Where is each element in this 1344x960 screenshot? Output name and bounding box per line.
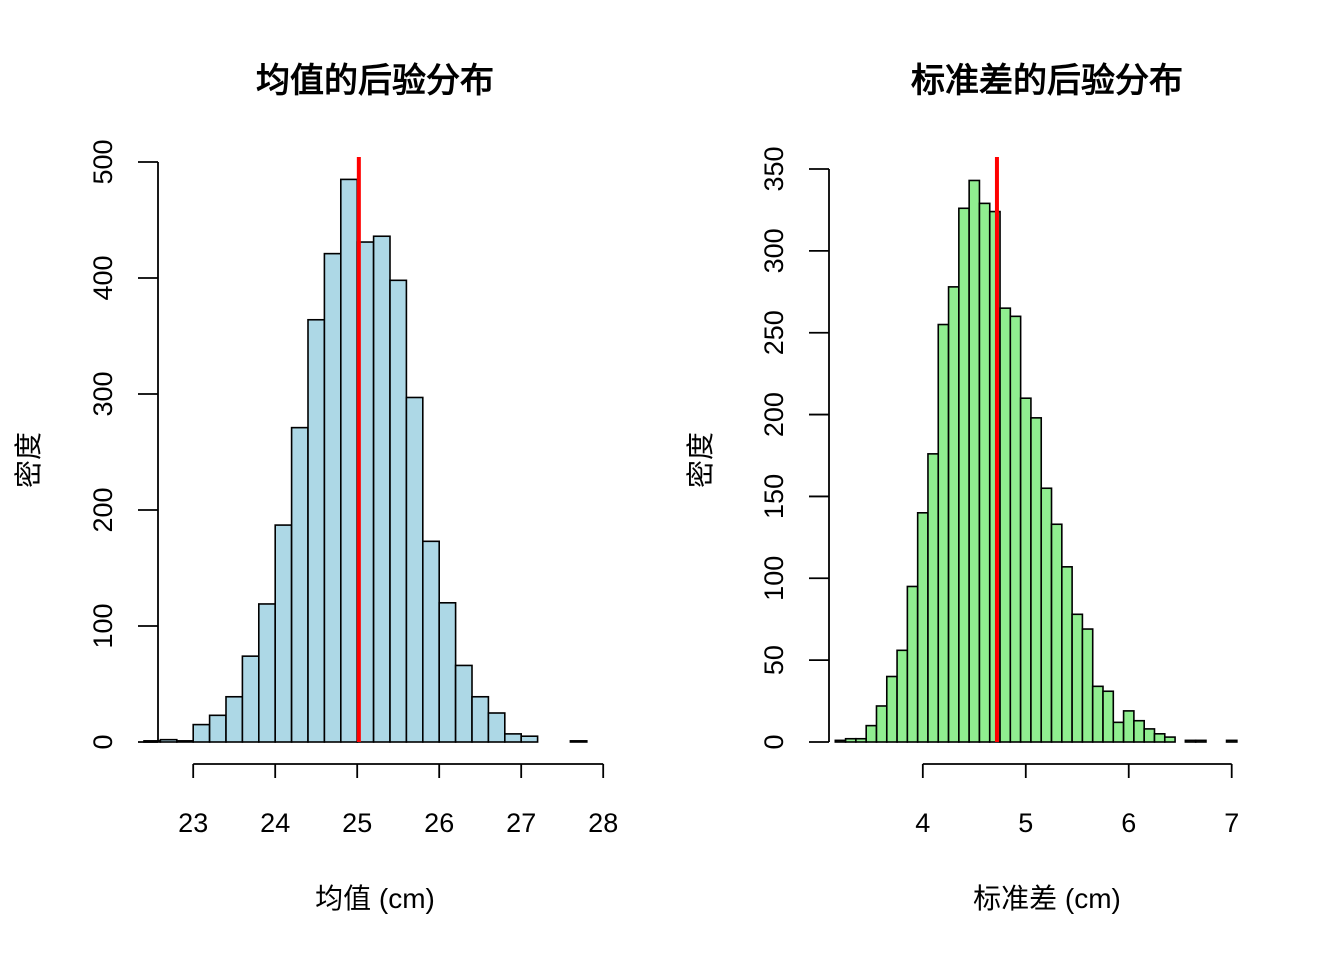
histogram-bar [875,705,888,743]
histogram-bars [834,179,1238,743]
histogram-bar [844,737,857,743]
histogram-bar [1153,733,1166,743]
x-tick-label: 7 [1224,808,1239,838]
x-tick-label: 24 [260,808,290,838]
x-tick-label: 26 [424,808,454,838]
histogram-bar [1102,690,1115,743]
sd-posterior-panel: 标准差的后验分布 标准差 (cm) 密度 4 5 6 7 0 50 100 150 200 25… [685,61,1239,914]
histogram-bar [1061,566,1073,743]
histogram-bar [1225,739,1238,743]
histogram-bar [339,178,358,743]
histogram-bar [978,202,991,743]
histogram-bar [389,279,408,743]
histogram-bar [834,739,847,743]
y-tick-label: 100 [759,556,789,601]
histogram-bar [176,740,195,743]
y-tick-label: 0 [88,734,118,749]
y-axis: 0 50 100 150 200 250 300 350 [759,146,830,750]
histogram-bar [947,286,960,743]
y-tick-label: 500 [88,139,118,184]
histogram-bar [225,695,244,743]
y-tick-label: 200 [759,392,789,437]
histogram-bar [958,207,970,743]
histogram-bar [999,307,1012,743]
histogram-bar [274,524,293,743]
histogram-bar [290,426,309,743]
x-tick-label: 6 [1121,808,1136,838]
y-axis: 0 100 200 300 400 500 [88,139,159,750]
histogram-bar [1009,315,1022,743]
y-tick-label: 300 [88,371,118,416]
histogram-bar [896,649,909,743]
y-tick-label: 150 [759,474,789,519]
histogram-bar [1194,739,1207,743]
y-tick-label: 100 [88,603,118,648]
histogram-bar [520,735,539,743]
histogram-bar [1163,736,1176,743]
x-tick-label: 28 [588,808,618,838]
histogram-bar [937,323,950,743]
histogram-bar [471,695,490,743]
x-tick-label: 27 [506,808,536,838]
y-axis-label: 密度 [13,432,44,488]
histogram-bar [1184,739,1197,743]
histogram-bar [307,318,326,743]
histogram-bar [865,724,878,743]
histogram-bar [372,235,391,743]
y-tick-label: 350 [759,146,789,191]
histogram-bar [192,723,211,743]
histogram-bar [1112,721,1125,743]
y-tick-label: 0 [759,734,789,749]
histogram-bar [503,733,522,743]
y-axis-label: 密度 [685,432,716,488]
histogram-bar [421,540,440,743]
histogram-bar [1030,417,1043,743]
x-axis: 4 5 6 7 [915,763,1239,838]
histogram-bar [569,740,588,743]
histogram-bar [1143,728,1156,743]
y-tick-label: 300 [759,228,789,273]
histogram-bar [916,511,929,743]
histogram-bar [885,675,898,743]
histogram-bars [143,178,588,743]
histogram-bar [1091,685,1104,743]
histogram-bar [906,585,919,743]
histogram-bar [487,712,506,743]
x-tick-label: 5 [1018,808,1033,838]
x-axis-label: 均值 (cm) [315,883,435,914]
x-tick-label: 23 [178,808,208,838]
x-axis-label: 标准差 (cm) [973,883,1121,914]
histogram-bar [855,737,867,743]
mean-posterior-panel: 均值的后验分布 均值 (cm) 密度 23 24 25 26 27 28 0 100 200 3… [13,61,618,914]
histogram-bar [159,738,178,743]
histogram-bar [454,664,473,743]
y-tick-label: 250 [759,310,789,355]
x-tick-label: 25 [342,808,372,838]
histogram-bar [1122,710,1135,743]
chart-title: 标准差的后验分布 [911,61,1183,100]
chart-title: 均值的后验分布 [256,61,494,100]
histogram-bar [405,396,424,743]
histogram-bar [1040,487,1053,743]
histogram-bar [241,655,260,743]
histogram-bar [323,252,342,743]
x-tick-label: 4 [915,808,930,838]
histogram-bar [1019,397,1032,743]
histogram-bar [968,179,981,743]
histogram-bar [208,714,227,743]
y-tick-label: 200 [88,487,118,532]
x-axis: 23 24 25 26 27 28 [178,763,618,838]
histogram-bar [927,453,940,743]
histogram-bar [1133,719,1145,743]
histogram-bar [1081,628,1094,743]
histogram-bar [1050,523,1063,743]
histogram-bar [1071,613,1084,743]
histogram-bar [438,601,457,743]
y-tick-label: 400 [88,255,118,300]
y-tick-label: 50 [759,645,789,675]
histogram-bar [257,603,276,743]
